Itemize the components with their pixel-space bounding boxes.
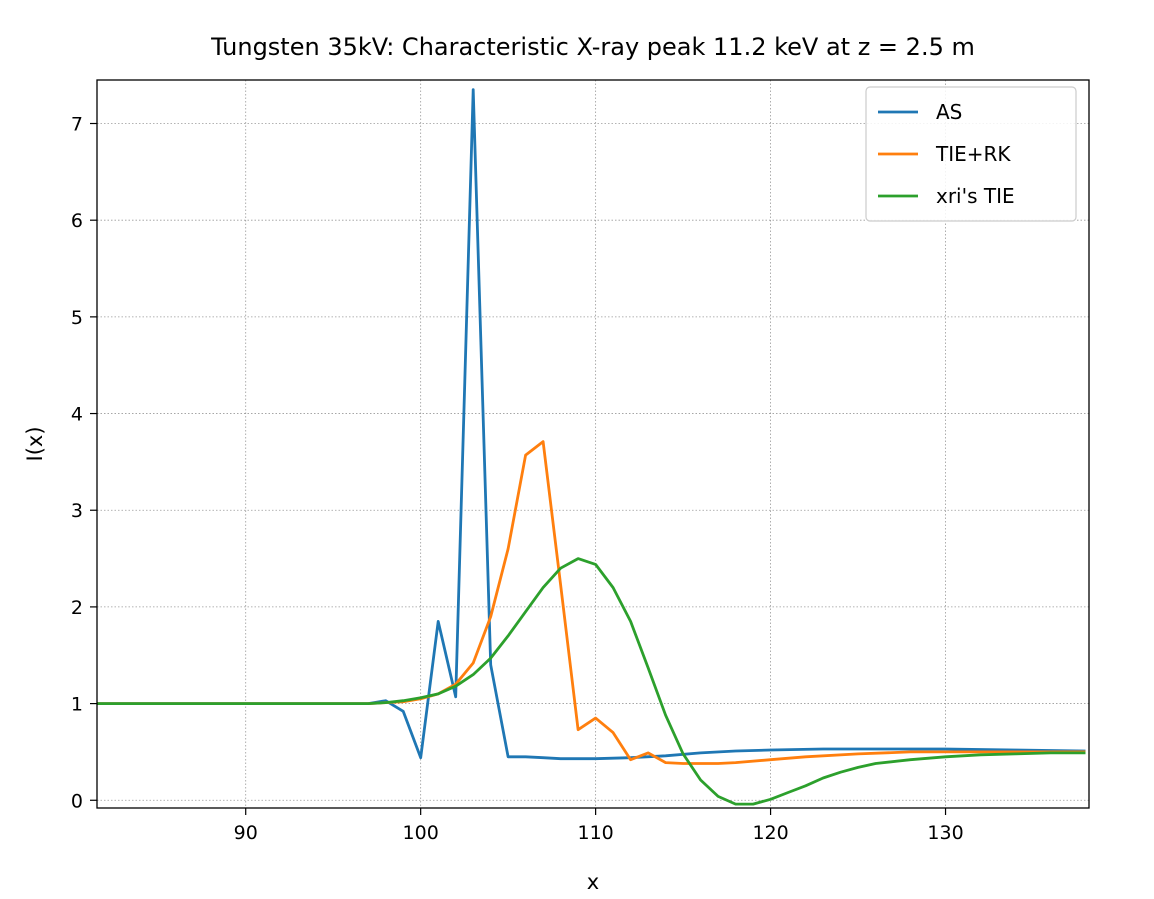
y-tick-label: 0 bbox=[71, 790, 83, 812]
y-tick-label: 3 bbox=[71, 500, 83, 522]
legend-box bbox=[865, 86, 1077, 222]
plot-frame bbox=[96, 79, 1090, 809]
x-tick-label: 130 bbox=[927, 822, 963, 844]
x-tick-label: 120 bbox=[752, 822, 788, 844]
x-tick-label: 100 bbox=[403, 822, 439, 844]
y-tick-label: 1 bbox=[71, 694, 83, 716]
x-axis-label: x bbox=[587, 870, 599, 894]
series-line-xri-s-tie bbox=[97, 557, 1086, 806]
grid bbox=[97, 80, 1089, 808]
legend-label: xri's TIE bbox=[936, 184, 1015, 208]
x-tick-label: 90 bbox=[234, 822, 258, 844]
y-tick-label: 2 bbox=[71, 597, 83, 619]
chart-title: Tungsten 35kV: Characteristic X-ray peak… bbox=[210, 33, 975, 61]
y-axis-label: I(x) bbox=[23, 426, 47, 461]
ticks: 90 100 110 120 130 0 1 2 3 4 5 6 7 bbox=[71, 114, 964, 844]
y-tick-label: 4 bbox=[71, 404, 83, 426]
y-tick-label: 7 bbox=[71, 114, 83, 136]
y-tick-label: 5 bbox=[71, 307, 83, 329]
legend-label: TIE+RK bbox=[935, 142, 1011, 166]
legend-label: AS bbox=[936, 100, 962, 124]
x-tick-label: 110 bbox=[577, 822, 613, 844]
y-tick-label: 6 bbox=[71, 210, 83, 232]
series-lines bbox=[97, 88, 1086, 806]
legend: AS TIE+RK xri's TIE bbox=[865, 86, 1077, 222]
